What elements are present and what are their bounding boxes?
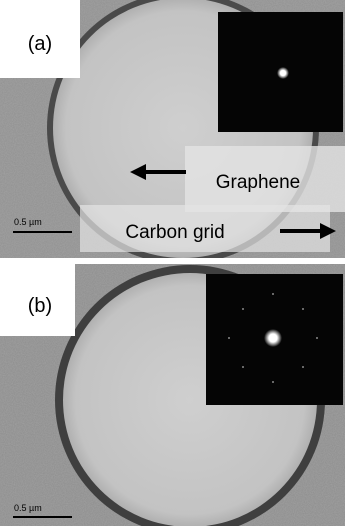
page: (a) Graphene Carbon grid 0.5 µm (b) 0.5 … — [0, 0, 345, 526]
diffraction-spot — [264, 329, 282, 347]
scale-bar-label: 0.5 µm — [14, 217, 42, 227]
diffraction-spot — [277, 67, 289, 79]
scale-bar-label: 0.5 µm — [14, 503, 42, 513]
figure: (a) Graphene Carbon grid 0.5 µm (b) 0.5 … — [0, 0, 345, 526]
panel-a: (a) Graphene Carbon grid 0.5 µm — [0, 0, 345, 264]
panel-label: (a) — [28, 33, 52, 55]
panel-b: (b) 0.5 µm — [0, 264, 345, 526]
annotation: Carbon grid — [125, 222, 224, 243]
annotation: Graphene — [216, 172, 301, 193]
panel-label: (b) — [28, 295, 52, 317]
